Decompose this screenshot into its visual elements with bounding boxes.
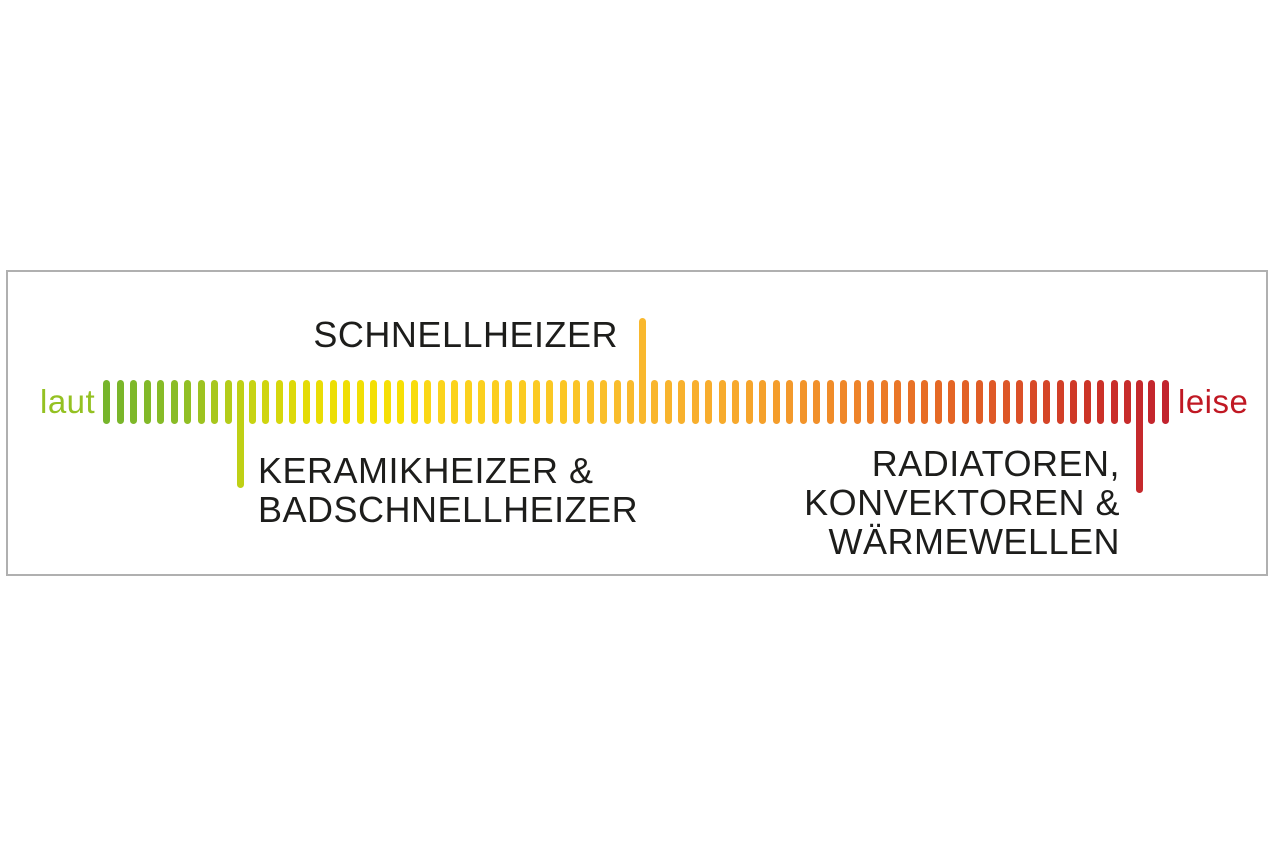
scale-bar — [518, 380, 526, 424]
scale-bar — [289, 380, 297, 424]
scale-bar — [975, 380, 983, 424]
scale-bar — [559, 380, 567, 424]
scale-bar — [1161, 380, 1169, 424]
scale-bar — [840, 380, 848, 424]
scale-bar — [907, 380, 915, 424]
scale-bar — [116, 380, 124, 424]
scale-bar — [370, 380, 378, 424]
scale-bar — [948, 380, 956, 424]
scale-bar — [759, 380, 767, 424]
scale-bar — [1148, 380, 1156, 424]
scale-bar — [1110, 380, 1118, 424]
scale-bar — [1097, 380, 1105, 424]
scale-bar — [397, 380, 405, 424]
scale-bar — [813, 380, 821, 424]
scale-bar — [343, 380, 351, 424]
scale-bar — [867, 380, 875, 424]
scale-bar — [103, 380, 110, 424]
scale-bar — [505, 380, 513, 424]
scale-bar — [546, 380, 554, 424]
scale-bar — [600, 380, 608, 424]
scale-bar — [613, 380, 621, 424]
scale-bar — [921, 380, 929, 424]
scale-bar — [691, 380, 699, 424]
scale-bar — [772, 380, 780, 424]
scale-bar — [383, 380, 391, 424]
scale-bar — [989, 380, 997, 424]
scale-bar — [143, 380, 151, 424]
scale-bar — [1002, 380, 1010, 424]
scale-bar — [1016, 380, 1024, 424]
label-schnellheizer: SCHNELLHEIZER — [313, 314, 618, 355]
scale-bar — [248, 380, 256, 424]
scale-bar — [651, 380, 659, 424]
scale-bar — [329, 380, 337, 424]
scale-bar — [464, 380, 472, 424]
scale-bar — [170, 380, 178, 424]
scale-bar — [491, 380, 499, 424]
scale-bar — [316, 380, 324, 424]
scale-bar — [211, 380, 219, 424]
scale-bar — [275, 380, 283, 424]
scale-bar — [532, 380, 540, 424]
scale-bar — [705, 380, 713, 424]
scale-bar — [1029, 380, 1037, 424]
scale-bar — [934, 380, 942, 424]
scale-bar — [424, 380, 432, 424]
scale-bar — [410, 380, 418, 424]
scale-bar — [1124, 380, 1132, 424]
scale-bar — [437, 380, 445, 424]
label-keramikheizer-badschnellheizer: KERAMIKHEIZER & BADSCHNELLHEIZER — [258, 450, 639, 530]
scale-bar — [718, 380, 726, 424]
scale-bar — [302, 380, 310, 424]
scale-bar — [356, 380, 364, 424]
scale-bar — [451, 380, 459, 424]
scale-bar — [880, 380, 888, 424]
scale-bar — [1043, 380, 1051, 424]
scale-bar — [786, 380, 794, 424]
scale-bar — [853, 380, 861, 424]
loud-label: laut — [40, 383, 96, 420]
scale-bar — [826, 380, 834, 424]
scale-bar — [894, 380, 902, 424]
quiet-label: leise — [1178, 383, 1249, 420]
scale-bar — [745, 380, 753, 424]
scale-bar — [478, 380, 486, 424]
scale-bar — [130, 380, 138, 424]
scale-bar — [197, 380, 205, 424]
scale-bar — [1056, 380, 1064, 424]
scale-bar — [627, 380, 635, 424]
scale-bar — [224, 380, 232, 424]
scale-bar — [664, 380, 672, 424]
scale-bar — [157, 380, 165, 424]
scale-bar — [1070, 380, 1078, 424]
marker-bar-radiatoren — [1136, 380, 1144, 493]
scale-bar — [678, 380, 686, 424]
scale-bar — [184, 380, 192, 424]
scale-bar — [732, 380, 740, 424]
scale-bar — [586, 380, 594, 424]
scale-bar — [962, 380, 969, 424]
scale-bar — [573, 380, 581, 424]
marker-bar-keramikheizer — [236, 380, 244, 488]
scale-bar — [799, 380, 807, 424]
scale-bar — [1083, 380, 1091, 424]
marker-bar-schnellheizer — [639, 318, 647, 424]
noise-scale-bars — [103, 318, 1169, 493]
scale-bar — [262, 380, 270, 424]
label-radiatoren-konvektoren-waermewellen: RADIATOREN, KONVEKTOREN & WÄRMEWELLEN — [804, 443, 1120, 562]
